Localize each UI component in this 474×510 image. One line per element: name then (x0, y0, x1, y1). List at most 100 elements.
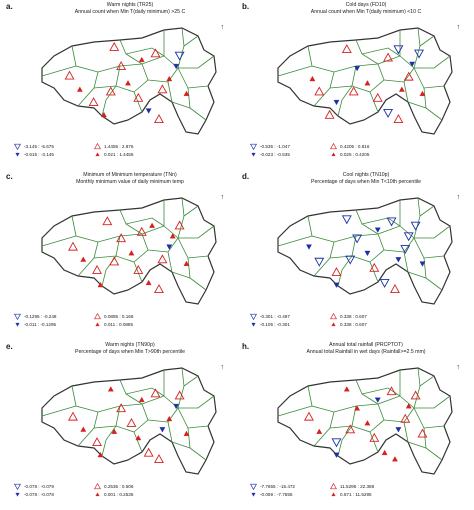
station-marker (403, 232, 414, 242)
map-legend: -0.1295 : -0.248 0.0885 : 0.166 -0.011 : -… (14, 312, 174, 328)
station-marker (348, 86, 359, 96)
station-marker (419, 261, 426, 267)
station-marker (314, 257, 325, 267)
station-marker (303, 411, 314, 421)
triangle-down-icon (15, 492, 20, 497)
legend-label: 0.2535 : 0.506 (104, 483, 134, 489)
triangle-up-icon (95, 151, 100, 156)
legend-item: 1.4455 : 2.876 (94, 142, 174, 150)
panel-title-line: Annual count when Min T(daily minimum) >… (74, 8, 186, 15)
station-marker (92, 437, 103, 447)
legend-item: 0.2535 : 0.506 (94, 482, 174, 490)
legend-row: -3.145 : -5.675 1.4455 : 2.876 (14, 142, 174, 150)
station-marker (150, 48, 161, 58)
station-marker (341, 215, 352, 225)
district-map (41, 367, 217, 475)
triangle-down-icon (15, 152, 20, 157)
district-boundary (369, 403, 385, 433)
map-legend: -0.535 : -1.047 0.4205 : 0.816 -0.023 : -0… (250, 142, 410, 158)
triangle-up-icon (330, 142, 337, 149)
district-boundary (177, 215, 185, 239)
station-marker (92, 264, 103, 274)
station-marker (331, 267, 342, 277)
district-map (41, 27, 217, 135)
station-marker (174, 51, 185, 61)
district-boundary (407, 271, 427, 279)
station-marker (417, 428, 428, 438)
station-marker (173, 403, 180, 410)
panel-title: Warm nights (TR25) Annual count when Min … (32, 2, 228, 15)
legend-label: 0.4205 : 0.816 (340, 143, 370, 149)
district-boundary (171, 101, 191, 109)
district-boundary (41, 405, 77, 417)
map-legend: -0.301 : -0.497 0.338 : 0.607 -0.105 : -0.… (250, 312, 410, 328)
station-marker (128, 250, 135, 256)
district-boundary (277, 235, 313, 247)
station-marker (138, 56, 145, 63)
triangle-down-icon (251, 322, 256, 327)
north-arrow-icon: ↑ (456, 364, 461, 371)
station-marker (324, 109, 335, 119)
station-marker (393, 45, 404, 55)
station-marker (105, 86, 116, 96)
district-boundary (171, 271, 191, 279)
station-marker (316, 428, 323, 434)
station-marker (383, 52, 394, 62)
station-marker (331, 438, 342, 448)
station-marker (379, 278, 390, 288)
station-marker (166, 244, 173, 250)
district-boundary (277, 405, 313, 417)
station-marker (381, 449, 388, 456)
panel-title-line: Minimum of Minimum temperature (TNn) (83, 172, 177, 178)
legend-item: -0.059 : -7.7655 (250, 491, 330, 498)
triangle-down-icon (14, 483, 21, 490)
state-boundary (277, 27, 453, 135)
panel-title-line: Warm nights (TR25) (106, 2, 154, 8)
station-marker (352, 234, 363, 244)
station-marker (389, 284, 400, 293)
district-boundary (125, 47, 165, 57)
district-boundary (369, 233, 385, 263)
triangle-up-icon (330, 482, 337, 489)
legend-item: -0.615 : -3.145 (14, 151, 94, 158)
district-map (277, 197, 453, 305)
north-arrow-icon: ↑ (456, 194, 461, 201)
station-marker (133, 92, 144, 102)
legend-item: -0.301 : -0.497 (250, 313, 330, 320)
panel-title: Cold days (FD10) Annual count when Min T(… (268, 2, 464, 15)
panel-title: Warm nights (TN90p) Percentage of days wh… (32, 342, 228, 355)
station-marker (345, 424, 356, 434)
station-marker (395, 427, 402, 433)
station-marker (333, 99, 340, 106)
north-arrow-icon: ↑ (220, 364, 225, 371)
legend-row: -0.105 : -0.301 0.338 : 0.607 (250, 320, 410, 328)
station-marker (409, 61, 416, 68)
station-marker (169, 233, 176, 239)
station-marker (109, 41, 120, 51)
legend-row: -0.615 : -3.145 0.021 : 1.4455 (14, 150, 174, 158)
station-marker (111, 428, 118, 434)
legend-item: -3.145 : -5.675 (14, 143, 94, 150)
district-boundary (41, 235, 77, 247)
station-marker (364, 420, 371, 426)
legend-item: 0.0885 : 0.166 (94, 312, 174, 320)
legend-item: -0.078 : -0.079 (14, 483, 94, 490)
station-marker (183, 90, 190, 97)
station-marker (341, 44, 352, 54)
triangle-up-icon (331, 151, 336, 156)
station-marker (125, 80, 131, 86)
legend-row: -0.535 : -1.047 0.4205 : 0.816 (250, 142, 410, 150)
station-marker (166, 415, 173, 422)
legend-item: 0.671 : 11.5295 (330, 491, 410, 498)
station-marker (372, 92, 383, 102)
legend-row: -0.078 : -0.078 0.001 : 0.2535 (14, 490, 174, 498)
legend-label: 11.5295 : 22.388 (340, 483, 375, 489)
station-marker (369, 262, 380, 272)
station-marker (354, 405, 361, 411)
district-boundary (329, 255, 379, 283)
district-boundary (125, 387, 165, 397)
north-arrow-icon: ↑ (220, 194, 225, 201)
district-boundary (125, 217, 165, 227)
legend-item: -0.105 : -0.301 (250, 321, 330, 328)
station-marker (135, 434, 142, 441)
